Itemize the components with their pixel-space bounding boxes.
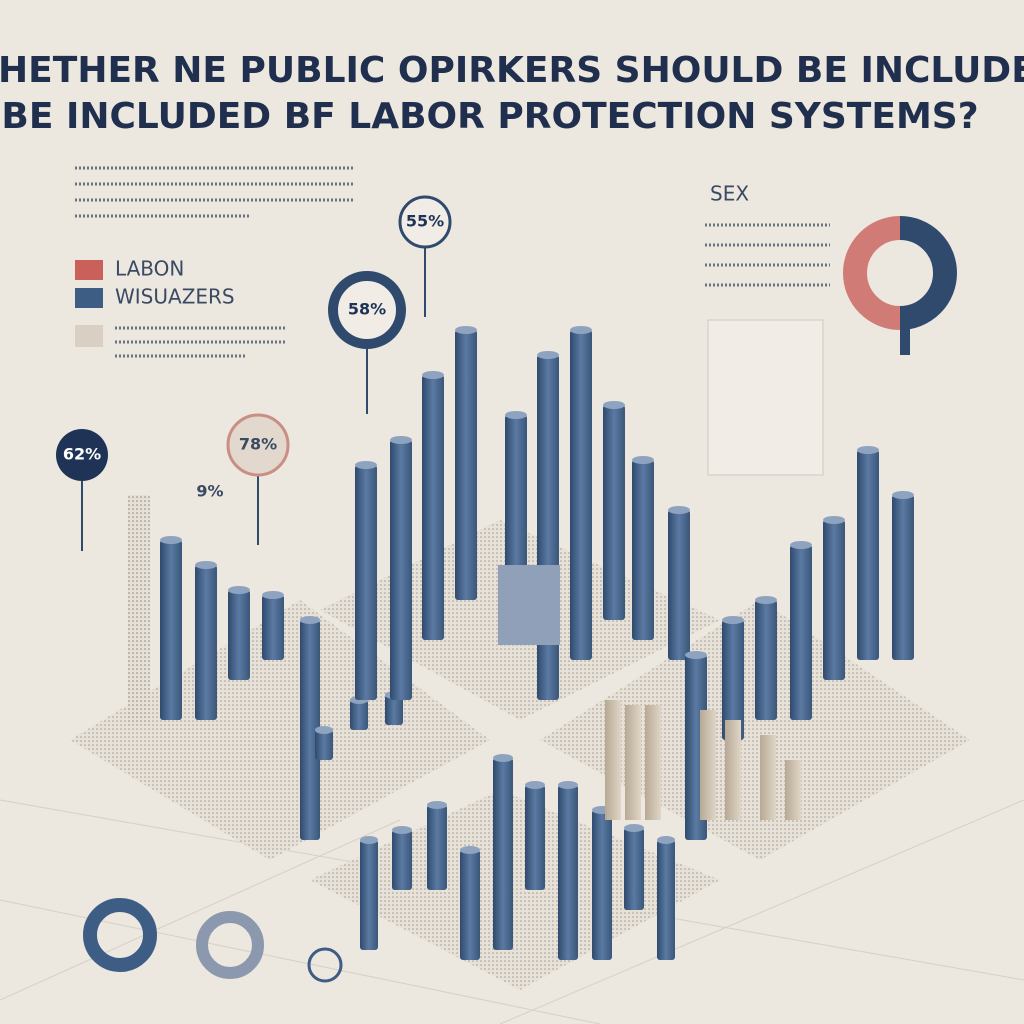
bar-cap [460, 846, 480, 854]
bar [385, 695, 403, 725]
title: WHETHER NE PUBLIC OPIRKERS SHOULD BE INC… [0, 50, 1024, 91]
bar [427, 805, 447, 890]
bar [537, 355, 559, 700]
bar [355, 465, 377, 700]
bar [645, 705, 661, 820]
bar-cap [892, 491, 914, 499]
callout-bubble [226, 413, 290, 477]
bar-cap [537, 351, 559, 359]
bar-cap [823, 516, 845, 524]
bar-cap [558, 781, 578, 789]
bar-cap [315, 726, 333, 734]
callout-label: 78% [239, 435, 277, 454]
bar [128, 495, 150, 725]
panel [707, 319, 824, 476]
bar [603, 405, 625, 620]
legend-label: WISUAZERS [115, 285, 235, 309]
bar [300, 620, 320, 840]
callout-bubble [398, 195, 452, 249]
callout-bubble [56, 429, 108, 481]
bar [657, 840, 675, 960]
bar-cap [422, 371, 444, 379]
bar-cap [685, 651, 707, 659]
bar [390, 440, 412, 700]
legend: LABON WISUAZERS [75, 257, 235, 309]
bar [790, 545, 812, 720]
bar-cap [160, 536, 182, 544]
bar-cap [360, 836, 378, 844]
bar [160, 540, 182, 720]
bar [755, 600, 777, 720]
bar-cap [455, 326, 477, 334]
bar-cap [390, 436, 412, 444]
text-block [75, 166, 830, 358]
bar [857, 450, 879, 660]
bar [625, 705, 641, 820]
callout-label: 9% [196, 482, 223, 501]
callout-bubble [328, 271, 406, 349]
bar-cap [493, 754, 513, 762]
bar [422, 375, 444, 640]
bar-cap [632, 456, 654, 464]
bar [558, 785, 578, 960]
title: BE INCLUDED BF LABOR PROTECTION SYSTEMS? [1, 96, 978, 137]
bar [624, 828, 644, 910]
bar [262, 595, 284, 660]
legend-swatch [75, 325, 103, 347]
bar [460, 850, 480, 960]
bar-cap [668, 506, 690, 514]
bar [315, 730, 333, 760]
callout-label: 62% [63, 445, 101, 464]
bar [525, 785, 545, 890]
legend-swatch [75, 288, 103, 308]
bar [350, 700, 368, 730]
bar [722, 620, 744, 740]
mini-donuts [83, 898, 343, 983]
bar-cap [262, 591, 284, 599]
bar [228, 590, 250, 680]
bars [128, 326, 914, 960]
bar [455, 330, 477, 600]
bar [760, 735, 776, 820]
bar [605, 700, 621, 820]
bar-cap [657, 836, 675, 844]
bar-cap [570, 326, 592, 334]
bar [498, 565, 560, 645]
legend-label: LABON [115, 257, 184, 281]
bar [892, 495, 914, 660]
bar-cap [427, 801, 447, 809]
bar-cap [790, 541, 812, 549]
bar [360, 840, 378, 950]
bar [785, 760, 801, 820]
callout-label: 58% [348, 300, 386, 319]
bar [493, 758, 513, 950]
bar-cap [603, 401, 625, 409]
bar [195, 565, 217, 720]
callouts: 62% 78% 58% 55% 9% [56, 195, 452, 551]
bar [668, 510, 690, 660]
bar-cap [624, 824, 644, 832]
bar-cap [857, 446, 879, 454]
bar [632, 460, 654, 640]
bar-cap [195, 561, 217, 569]
bar-cap [525, 781, 545, 789]
legend-swatch [75, 260, 103, 280]
bar-cap [722, 616, 744, 624]
bar-cap [392, 826, 412, 834]
bar [392, 830, 412, 890]
bar-cap [300, 616, 320, 624]
bar-cap [505, 411, 527, 419]
bar [700, 710, 716, 820]
bar-cap [228, 586, 250, 594]
gender-icon [843, 216, 957, 355]
callout-label: 55% [406, 212, 444, 231]
bar-cap [755, 596, 777, 604]
bar [570, 330, 592, 660]
bar-cap [355, 461, 377, 469]
bar [823, 520, 845, 680]
bar [725, 720, 741, 820]
bar [592, 810, 612, 960]
side-label: SEX [710, 182, 749, 206]
